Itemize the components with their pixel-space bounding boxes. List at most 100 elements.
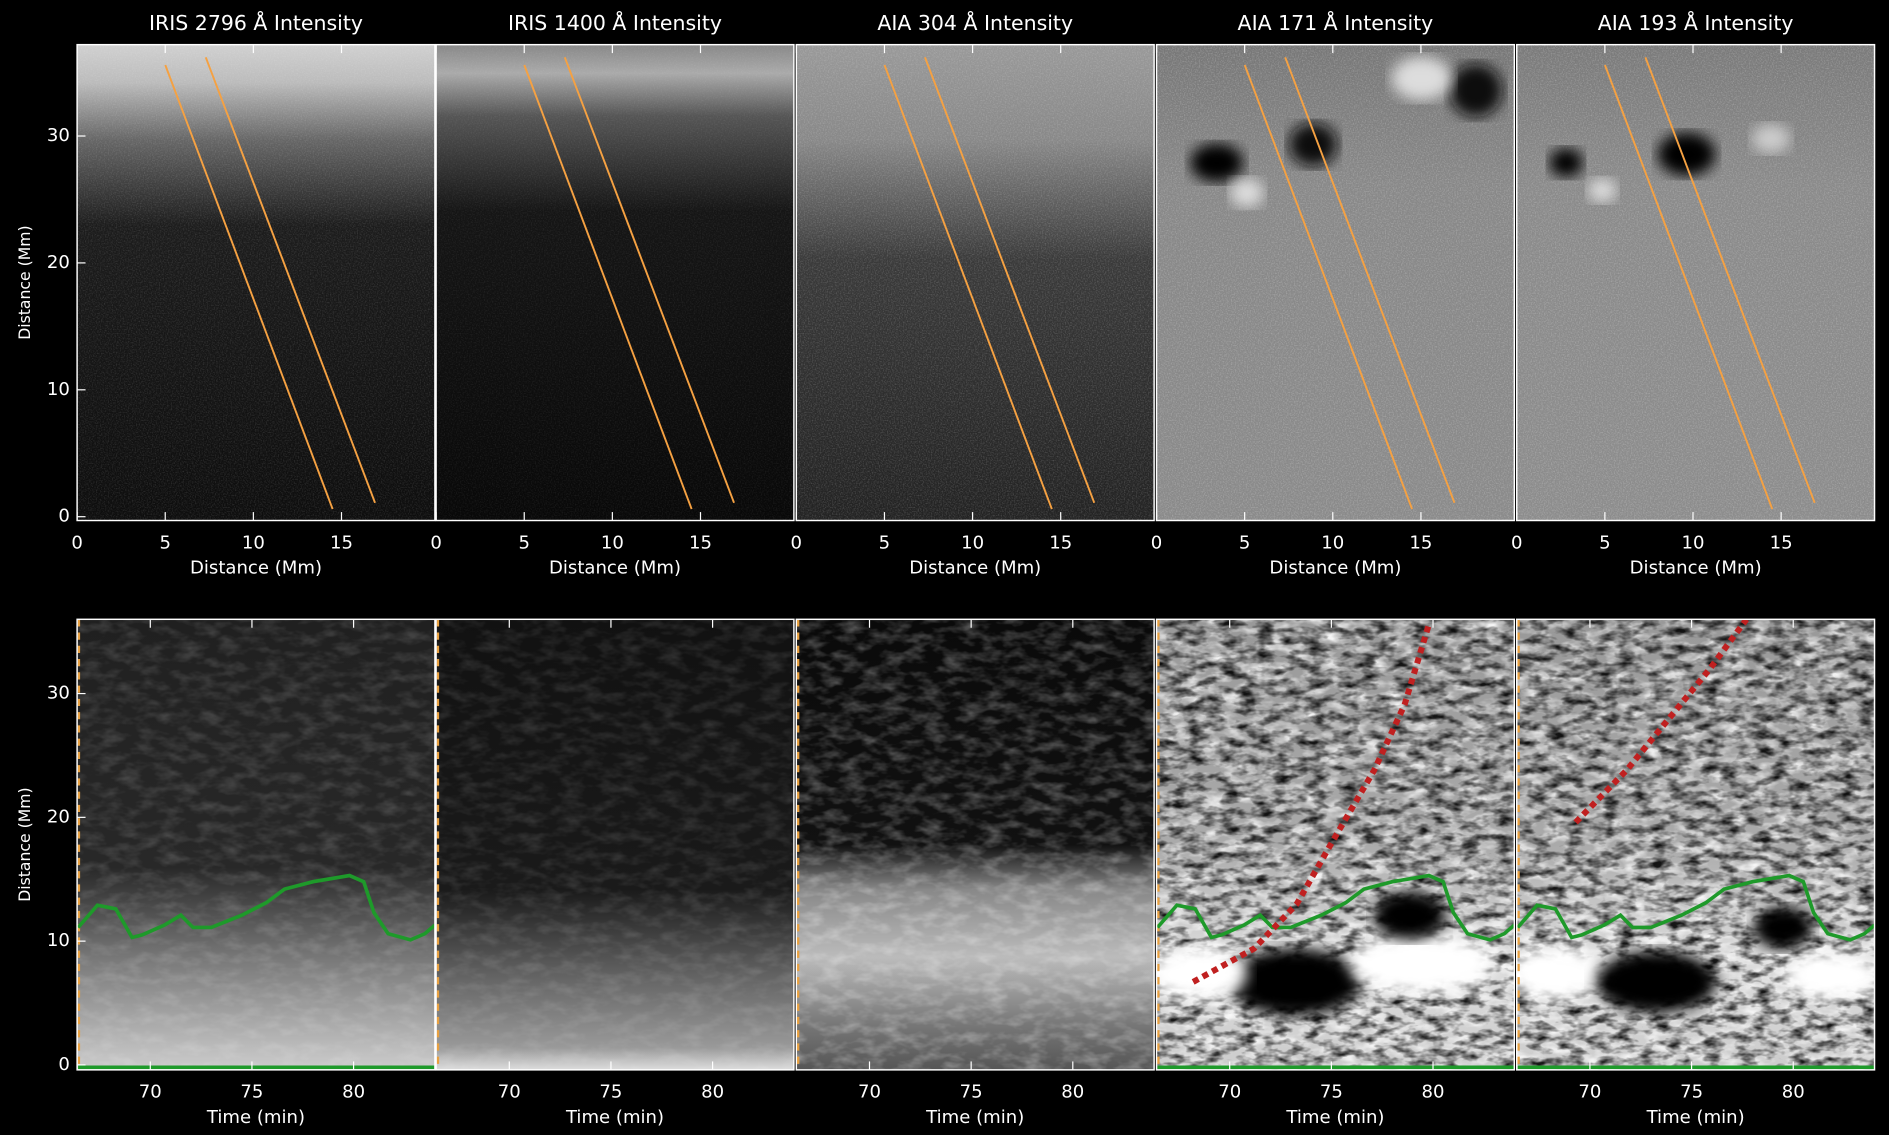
image-blob (1373, 892, 1445, 940)
x-tick-label: 70 (498, 1082, 521, 1103)
panel-title: AIA 171 Å Intensity (1238, 9, 1434, 35)
panel-image (1517, 45, 1875, 521)
y-tick-label: 10 (47, 379, 70, 400)
x-tick-label: 80 (342, 1082, 365, 1103)
x-tick-label: 70 (1578, 1082, 1601, 1103)
x-tick-label: 70 (139, 1082, 162, 1103)
image-blob (1508, 947, 1604, 1000)
panel-image (436, 619, 794, 1070)
panel-image (77, 619, 435, 1070)
image-blob (1658, 133, 1716, 176)
figure: IRIS 2796 Å Intensity 0 5 10 15 Distance (Mm)… (0, 0, 1889, 1135)
panel: IRIS 2796 Å Intensity 0 5 10 15 Distance (Mm)… (15, 9, 435, 579)
image-blob (1753, 906, 1813, 949)
x-tick-label: 10 (242, 532, 265, 553)
y-tick-label: 0 (58, 506, 70, 527)
y-axis-label: Distance (Mm) (15, 787, 34, 901)
panel-title: AIA 193 Å Intensity (1598, 9, 1794, 35)
y-tick-label: 30 (47, 125, 70, 146)
x-tick-label: 75 (240, 1082, 263, 1103)
image-blob (1190, 143, 1243, 182)
x-tick-label: 10 (1321, 532, 1344, 553)
panel: 70 75 80 Time (min) 0 10 20 30 Distance (Mm) (15, 619, 435, 1128)
x-tick-label: 75 (1680, 1082, 1703, 1103)
x-tick-label: 10 (601, 532, 624, 553)
panel: 70 75 80 Time (min) (796, 619, 1154, 1128)
x-axis-label: Distance (Mm) (1269, 558, 1401, 579)
panel: 70 75 80 Time (min) (1508, 619, 1879, 1128)
x-tick-label: 70 (1218, 1082, 1241, 1103)
y-tick-label: 10 (47, 930, 70, 951)
image-blob (1230, 178, 1264, 207)
x-tick-label: 80 (1422, 1082, 1445, 1103)
x-tick-label: 15 (1049, 532, 1072, 553)
x-axis-label: Distance (Mm) (190, 558, 322, 579)
panel: AIA 193 Å Intensity 0 5 10 15 Distance (Mm) (1511, 9, 1875, 579)
panel-title: AIA 304 Å Intensity (877, 9, 1073, 35)
x-tick-label: 5 (1239, 532, 1251, 553)
x-tick-label: 75 (1320, 1082, 1343, 1103)
y-tick-label: 30 (47, 683, 70, 704)
image-noise (1157, 45, 1515, 521)
y-axis-label: Distance (Mm) (15, 225, 34, 339)
image-noise (436, 45, 794, 521)
x-tick-label: 70 (858, 1082, 881, 1103)
image-noise (77, 45, 435, 521)
panel: 70 75 80 Time (min) (1151, 619, 1515, 1128)
x-axis-label: Time (min) (206, 1107, 305, 1128)
image-noise (796, 619, 1154, 1070)
panel-image (77, 45, 435, 521)
x-tick-label: 15 (330, 532, 353, 553)
x-axis-label: Time (min) (1285, 1107, 1384, 1128)
y-tick-label: 0 (58, 1054, 70, 1075)
y-tick-label: 20 (47, 252, 70, 273)
image-blob (1229, 948, 1362, 1015)
x-tick-label: 15 (689, 532, 712, 553)
image-blob (1349, 934, 1494, 994)
x-tick-label: 0 (430, 532, 441, 553)
image-blob (1596, 951, 1716, 1014)
image-blob (1549, 148, 1583, 177)
x-axis-label: Time (min) (565, 1107, 664, 1128)
x-axis-label: Distance (Mm) (549, 558, 681, 579)
x-tick-label: 5 (518, 532, 529, 553)
image-noise (1517, 45, 1875, 521)
x-tick-label: 10 (1682, 532, 1705, 553)
image-blob (1588, 178, 1617, 202)
x-axis-label: Distance (Mm) (1630, 558, 1762, 579)
image-blob (1783, 952, 1879, 1000)
x-tick-label: 15 (1409, 532, 1432, 553)
x-tick-label: 15 (1770, 532, 1793, 553)
panel-image (1157, 45, 1515, 521)
x-tick-label: 80 (1061, 1082, 1084, 1103)
image-blob (1391, 57, 1451, 100)
x-tick-label: 0 (71, 532, 83, 553)
image-noise (796, 45, 1154, 521)
panel-title: IRIS 2796 Å Intensity (149, 9, 363, 35)
panel-image (436, 45, 794, 521)
x-tick-label: 0 (1511, 532, 1522, 553)
x-tick-label: 75 (960, 1082, 983, 1103)
panel-title: IRIS 1400 Å Intensity (508, 9, 722, 35)
x-tick-label: 80 (1782, 1082, 1805, 1103)
image-blob (1449, 64, 1502, 117)
x-axis-label: Time (min) (925, 1107, 1024, 1128)
image-noise (436, 619, 794, 1070)
x-axis-label: Time (min) (1646, 1107, 1745, 1128)
x-tick-label: 80 (701, 1082, 724, 1103)
image-noise (77, 619, 435, 1070)
image-blob (1752, 124, 1791, 153)
x-tick-label: 5 (159, 532, 171, 553)
x-tick-label: 0 (791, 532, 803, 553)
panel-image (796, 619, 1154, 1070)
x-axis-label: Distance (Mm) (909, 558, 1041, 579)
panel-image (1151, 619, 1515, 1070)
page: {"chart_data": [ {"type": "line", "title… (0, 0, 1889, 1135)
x-tick-label: 5 (1599, 532, 1611, 553)
y-tick-label: 20 (47, 806, 70, 827)
x-tick-label: 5 (879, 532, 891, 553)
image-blob (1151, 947, 1247, 1000)
